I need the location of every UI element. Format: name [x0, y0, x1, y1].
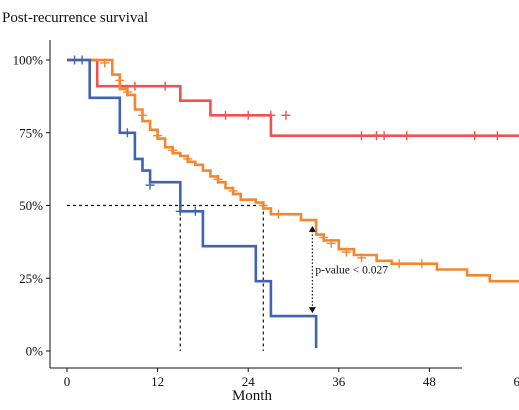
y-tick-label: 50% — [19, 198, 43, 213]
annotation-label-1: p-value < 0.027 — [315, 265, 388, 277]
x-tick-label: 48 — [423, 374, 436, 389]
censor-marks — [70, 56, 519, 304]
y-tick-label: 25% — [19, 271, 43, 286]
series-line-3 — [67, 60, 316, 348]
x-tick-label: 60 — [514, 374, 519, 389]
x-tick-label: 0 — [64, 374, 71, 389]
x-axis-title: Month — [232, 388, 273, 404]
x-tick-label: 12 — [151, 374, 164, 389]
series-line-2 — [67, 60, 519, 350]
annotation-arrowhead — [309, 307, 316, 313]
y-tick-label: 75% — [19, 125, 43, 140]
x-tick-label: 24 — [242, 374, 256, 389]
x-tick-label: 36 — [332, 374, 346, 389]
annotations: p-value < 0.027p-value < 0.001 — [309, 194, 519, 322]
median-guides — [67, 206, 263, 352]
y-tick-label: 0% — [26, 344, 44, 359]
chart-title: Post-recurrence survival — [2, 10, 148, 26]
series-lines — [67, 60, 519, 350]
y-tick-label: 100% — [13, 53, 44, 68]
series-line-1 — [67, 60, 519, 190]
